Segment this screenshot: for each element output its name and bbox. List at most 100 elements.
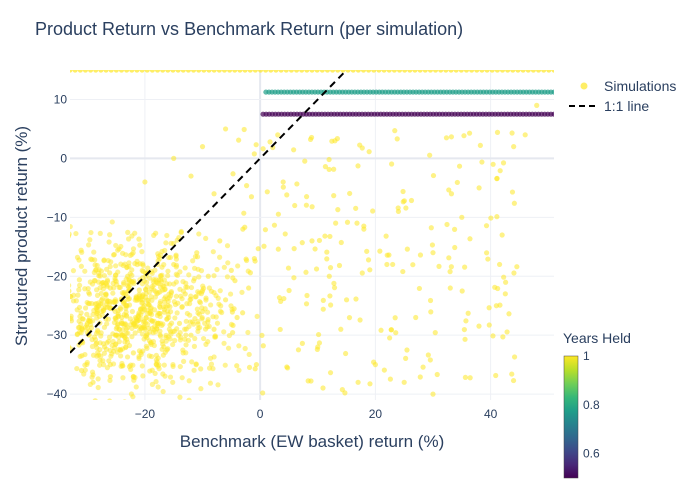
scatter-point <box>166 326 172 332</box>
scatter-point <box>417 252 424 258</box>
scatter-point <box>133 384 139 390</box>
scatter-point <box>106 239 112 245</box>
scatter-point <box>355 163 361 169</box>
scatter-point <box>477 142 483 149</box>
scatter-point <box>357 142 363 148</box>
scatter-point <box>113 263 119 269</box>
scatter-point <box>140 348 146 354</box>
scatter-point <box>239 289 245 295</box>
scatter-point <box>104 277 110 283</box>
scatter-point <box>64 283 69 288</box>
scatter-point <box>403 355 409 361</box>
scatter-point <box>494 214 500 220</box>
scatter-point <box>400 199 406 205</box>
scatter-point <box>218 303 224 309</box>
scatter-point <box>294 181 300 187</box>
scatter-point <box>192 335 198 342</box>
scatter-point <box>167 374 174 380</box>
scatter-point <box>210 249 216 255</box>
scatter-point <box>38 326 43 331</box>
legend-item-identity-line[interactable]: 1:1 line <box>569 98 649 114</box>
scatter-point <box>92 262 98 268</box>
scatter-point <box>80 316 86 322</box>
scatter-point <box>52 322 57 327</box>
scatter-point <box>144 345 150 351</box>
scatter-point <box>148 305 154 311</box>
scatter-point <box>168 320 175 326</box>
scatter-point <box>275 211 281 217</box>
scatter-point <box>87 279 93 285</box>
band-point <box>93 70 99 73</box>
scatter-point <box>193 361 199 367</box>
scatter-point <box>139 249 145 255</box>
scatter-point <box>211 326 217 332</box>
scatter-point <box>291 246 297 252</box>
scatter-point <box>140 293 146 299</box>
scatter-point <box>286 287 292 294</box>
scatter-point <box>140 324 146 331</box>
scatter-point <box>312 246 318 252</box>
scatter-point <box>329 138 335 144</box>
scatter-point <box>313 266 320 272</box>
scatter-point <box>21 352 26 357</box>
scatter-point <box>494 175 500 181</box>
scatter-point <box>404 246 410 252</box>
band-point <box>520 70 526 73</box>
scatter-point <box>416 285 422 292</box>
scatter-point <box>495 285 501 292</box>
scatter-point <box>107 263 113 270</box>
scatter-point <box>446 255 452 261</box>
scatter-point <box>119 360 125 367</box>
scatter-point <box>139 363 145 369</box>
scatter-point <box>511 200 517 206</box>
scatter-point <box>295 347 302 353</box>
scatter-point <box>94 345 100 351</box>
scatter-point <box>157 255 163 262</box>
scatter-point <box>303 202 309 208</box>
scatter-point <box>143 320 149 326</box>
scatter-point <box>252 258 258 264</box>
band-point <box>134 70 140 73</box>
scatter-point <box>108 353 114 359</box>
scatter-point <box>184 284 190 290</box>
scatter-points <box>21 70 554 400</box>
scatter-point <box>173 252 179 258</box>
scatter-point <box>39 312 44 317</box>
scatter-point <box>241 126 247 133</box>
scatter-point <box>371 359 377 365</box>
band-point <box>427 70 434 73</box>
colorbar-tick-label: 1 <box>583 349 590 363</box>
scatter-point <box>461 326 467 333</box>
scatter-point <box>333 220 339 226</box>
scatter-point <box>139 300 145 306</box>
scatter-point <box>447 269 453 275</box>
band-point <box>237 70 243 73</box>
scatter-point <box>308 134 315 141</box>
band-point <box>402 70 408 73</box>
scatter-point <box>115 247 121 253</box>
scatter-point <box>199 144 206 150</box>
legend[interactable]: Simulations 1:1 line <box>569 78 676 114</box>
scatter-point <box>207 380 214 386</box>
scatter-point <box>370 208 376 214</box>
scatter-point <box>235 263 241 269</box>
colorbar-tick-label: 0.8 <box>583 398 600 412</box>
scatter-point <box>35 317 40 322</box>
scatter-point <box>46 303 51 308</box>
scatter-point <box>120 250 126 256</box>
scatter-point <box>401 379 407 385</box>
band-point <box>283 70 289 73</box>
scatter-point <box>181 358 187 364</box>
band-point <box>263 70 269 73</box>
scatter-point <box>522 132 528 138</box>
legend-item-simulations[interactable]: Simulations <box>580 78 677 94</box>
scatter-point <box>122 261 128 267</box>
scatter-point <box>179 296 185 302</box>
band-point <box>242 70 248 73</box>
scatter-point <box>354 220 360 226</box>
scatter-point <box>395 205 401 211</box>
scatter-point <box>96 267 102 273</box>
band-point <box>432 70 439 73</box>
scatter-point <box>171 281 177 287</box>
scatter-point <box>465 310 471 316</box>
